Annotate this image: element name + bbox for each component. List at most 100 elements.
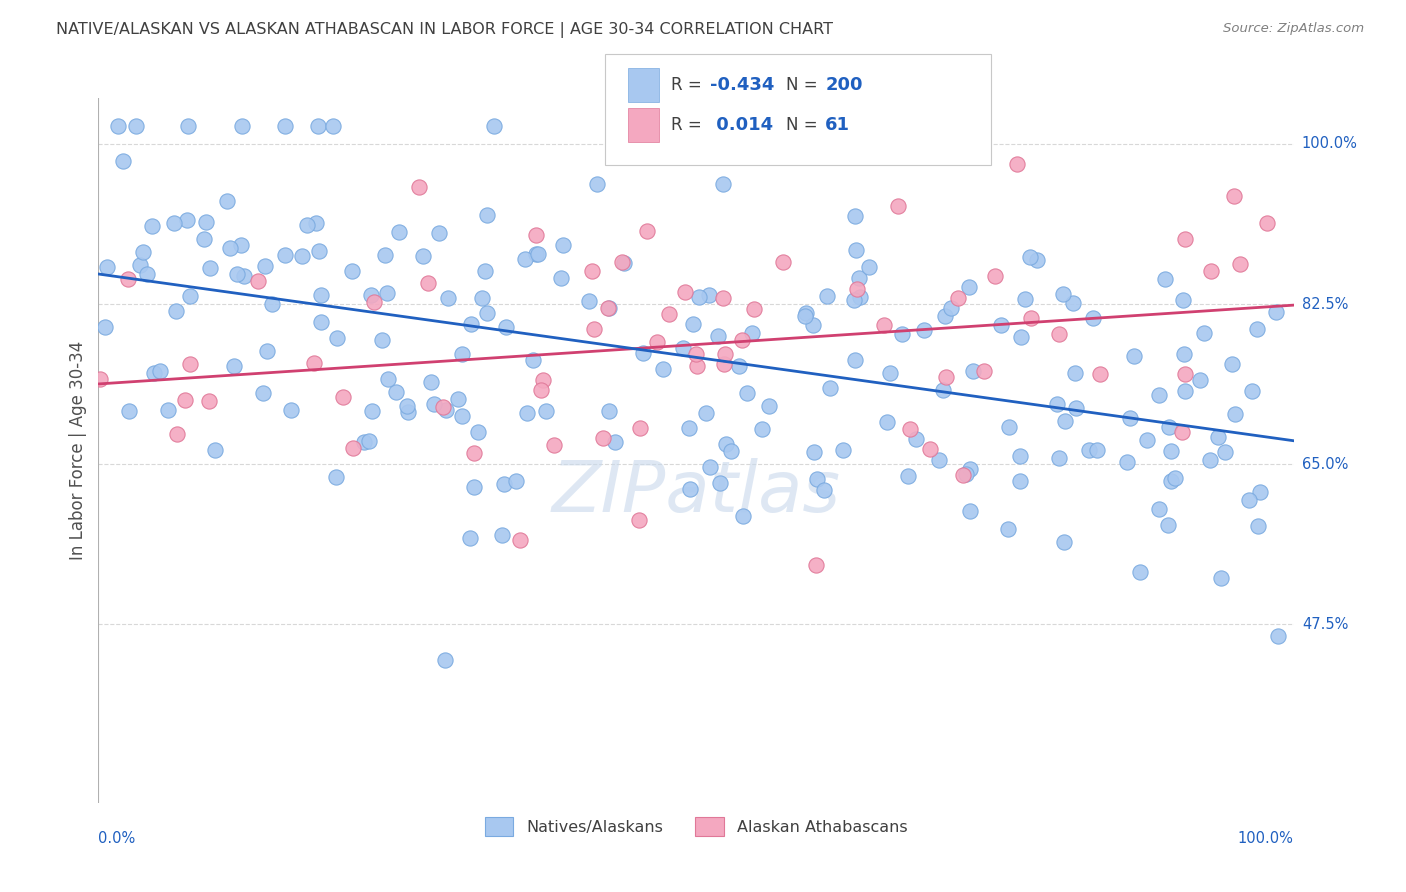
- Point: [475, 306, 498, 320]
- Point: [222, 359, 245, 374]
- Point: [217, 194, 239, 208]
- Point: [474, 264, 496, 278]
- Point: [322, 119, 344, 133]
- Point: [477, 208, 499, 222]
- Point: [458, 532, 481, 546]
- Point: [436, 403, 458, 417]
- Point: [1170, 425, 1192, 439]
- Point: [1241, 384, 1264, 399]
- Point: [166, 427, 188, 442]
- Point: [678, 421, 700, 435]
- Point: [256, 344, 278, 359]
- Point: [935, 369, 957, 384]
- Point: [628, 421, 651, 435]
- Point: [934, 309, 956, 323]
- Point: [581, 264, 603, 278]
- Point: [516, 406, 538, 420]
- Point: [709, 475, 731, 490]
- Point: [578, 293, 600, 308]
- Point: [714, 347, 737, 361]
- Point: [984, 268, 1007, 283]
- Text: NATIVE/ALASKAN VS ALASKAN ATHABASCAN IN LABOR FORCE | AGE 30-34 CORRELATION CHAR: NATIVE/ALASKAN VS ALASKAN ATHABASCAN IN …: [56, 22, 834, 38]
- Text: 65.0%: 65.0%: [1302, 457, 1348, 472]
- Point: [1160, 443, 1182, 458]
- Text: Source: ZipAtlas.com: Source: ZipAtlas.com: [1223, 22, 1364, 36]
- Point: [959, 461, 981, 475]
- Point: [291, 249, 314, 263]
- Point: [928, 453, 950, 467]
- Point: [803, 445, 825, 459]
- Point: [603, 434, 626, 449]
- Point: [128, 258, 150, 272]
- Point: [897, 469, 920, 483]
- Point: [932, 383, 955, 397]
- Point: [1005, 156, 1028, 170]
- Point: [873, 318, 896, 333]
- Point: [806, 472, 828, 486]
- Point: [427, 226, 450, 240]
- Point: [118, 404, 141, 418]
- Point: [451, 347, 474, 361]
- Point: [1249, 485, 1271, 500]
- Point: [179, 357, 201, 371]
- Point: [997, 419, 1019, 434]
- Text: R =: R =: [671, 116, 707, 134]
- Text: 61: 61: [825, 116, 851, 134]
- Point: [165, 304, 187, 318]
- Point: [714, 436, 737, 450]
- Point: [1171, 293, 1194, 307]
- Point: [959, 504, 981, 518]
- Point: [592, 431, 614, 445]
- Point: [471, 291, 494, 305]
- Point: [1147, 388, 1170, 402]
- Point: [772, 255, 794, 269]
- Point: [360, 288, 382, 302]
- Point: [131, 244, 153, 259]
- Point: [1014, 293, 1036, 307]
- Point: [1122, 349, 1144, 363]
- Point: [813, 483, 835, 498]
- Point: [550, 270, 572, 285]
- Point: [551, 237, 574, 252]
- Point: [898, 422, 921, 436]
- Point: [1083, 311, 1105, 326]
- Point: [195, 215, 218, 229]
- Point: [260, 297, 283, 311]
- Point: [524, 228, 547, 243]
- Point: [509, 533, 531, 548]
- Point: [388, 225, 411, 239]
- Point: [876, 415, 898, 429]
- Point: [612, 254, 634, 268]
- Point: [396, 405, 419, 419]
- Point: [848, 271, 870, 285]
- Point: [842, 293, 865, 307]
- Point: [491, 528, 513, 542]
- Point: [758, 400, 780, 414]
- Point: [142, 367, 165, 381]
- Point: [627, 513, 650, 527]
- Point: [418, 277, 440, 291]
- Point: [141, 219, 163, 233]
- Point: [598, 404, 620, 418]
- Text: 0.014: 0.014: [710, 116, 773, 134]
- Point: [1008, 450, 1031, 464]
- Point: [451, 409, 474, 423]
- Point: [844, 209, 866, 223]
- Point: [688, 290, 710, 304]
- Point: [673, 285, 696, 299]
- Point: [533, 373, 555, 387]
- Point: [879, 366, 901, 380]
- Point: [524, 247, 547, 261]
- Point: [742, 302, 765, 317]
- Point: [363, 295, 385, 310]
- Point: [423, 397, 446, 411]
- Point: [735, 386, 758, 401]
- Point: [1267, 629, 1289, 643]
- Point: [254, 259, 277, 273]
- Point: [679, 482, 702, 496]
- Point: [1173, 346, 1195, 360]
- Point: [751, 422, 773, 436]
- Point: [955, 467, 977, 481]
- Point: [353, 435, 375, 450]
- Point: [117, 272, 139, 286]
